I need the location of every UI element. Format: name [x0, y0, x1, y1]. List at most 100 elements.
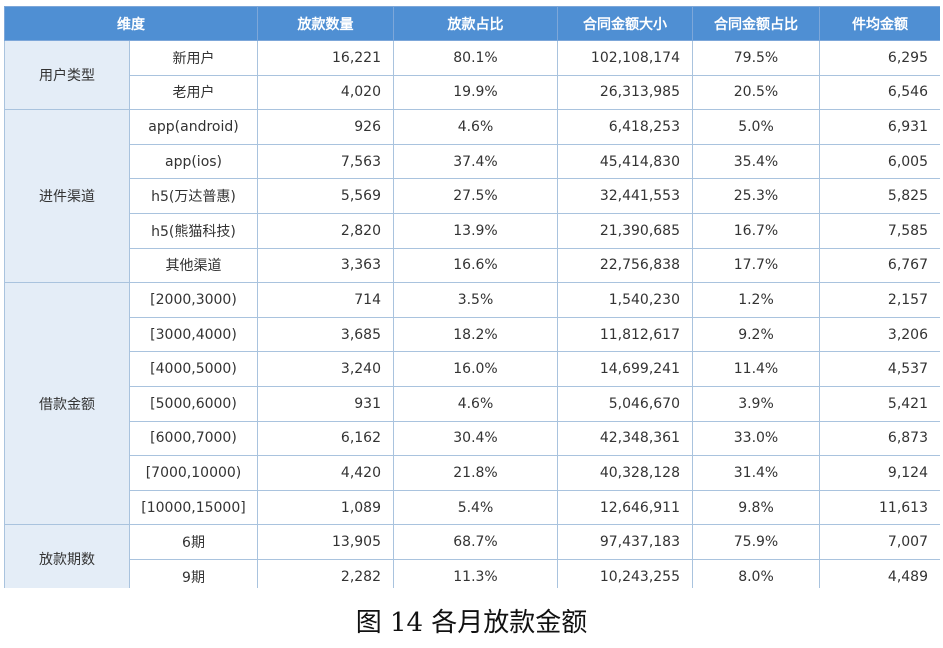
contract-amount-share-cell: 17.7%	[692, 247, 820, 284]
header-dimension: 维度	[4, 6, 258, 41]
table-row: [5000,6000) 931 4.6% 5,046,670 3.9% 5,421	[5, 385, 940, 422]
average-amount-cell: 6,005	[819, 143, 940, 180]
loan-count-share-cell: 30.4%	[393, 420, 558, 457]
average-amount-cell: 11,613	[819, 489, 940, 526]
sub-dimension-cell: [10000,15000]	[129, 489, 258, 526]
contract-amount-share-cell: 11.4%	[692, 351, 820, 387]
contract-amount-share-cell: 20.5%	[692, 74, 820, 111]
average-amount-cell: 2,157	[819, 282, 940, 318]
header-average-amount: 件均金额	[819, 6, 940, 41]
loan-stats-table: 维度 放款数量 放款占比 合同金额大小 合同金额占比 件均金额 用户类型 新用户 1…	[4, 6, 940, 588]
table-row: 其他渠道 3,363 16.6% 22,756,838 17.7% 6,767	[5, 247, 940, 284]
loan-count-cell: 926	[257, 109, 394, 145]
dimension-group-cell: 进件渠道	[4, 109, 130, 284]
contract-amount-cell: 21,390,685	[557, 212, 693, 249]
average-amount-cell: 7,585	[819, 212, 940, 249]
sub-dimension-cell: [7000,10000)	[129, 455, 258, 491]
contract-amount-cell: 11,812,617	[557, 316, 693, 353]
average-amount-cell: 6,931	[819, 109, 940, 145]
sub-dimension-cell: [6000,7000)	[129, 420, 258, 457]
loan-count-cell: 5,569	[257, 178, 394, 214]
dimension-group-cell: 借款金额	[4, 282, 130, 526]
loan-count-cell: 4,420	[257, 455, 394, 491]
header-loan-count-share: 放款占比	[393, 6, 558, 41]
contract-amount-share-cell: 75.9%	[692, 524, 820, 560]
sub-dimension-cell: 老用户	[129, 74, 258, 111]
loan-count-cell: 7,563	[257, 143, 394, 180]
loan-count-share-cell: 27.5%	[393, 178, 558, 214]
contract-amount-share-cell: 1.2%	[692, 282, 820, 318]
loan-count-share-cell: 11.3%	[393, 558, 558, 588]
sub-dimension-cell: h5(万达普惠)	[129, 178, 258, 214]
loan-count-cell: 16,221	[257, 40, 394, 76]
contract-amount-cell: 22,756,838	[557, 247, 693, 284]
contract-amount-share-cell: 33.0%	[692, 420, 820, 457]
loan-stats-table-container: 维度 放款数量 放款占比 合同金额大小 合同金额占比 件均金额 用户类型 新用户 1…	[4, 6, 940, 588]
header-contract-amount: 合同金额大小	[557, 6, 693, 41]
table-row: [6000,7000) 6,162 30.4% 42,348,361 33.0% 6,87…	[5, 420, 940, 457]
average-amount-cell: 9,124	[819, 455, 940, 491]
contract-amount-share-cell: 9.2%	[692, 316, 820, 353]
contract-amount-cell: 6,418,253	[557, 109, 693, 145]
table-row: [7000,10000) 4,420 21.8% 40,328,128 31.4% 9,1…	[5, 455, 940, 491]
contract-amount-share-cell: 5.0%	[692, 109, 820, 145]
average-amount-cell: 6,295	[819, 40, 940, 76]
contract-amount-cell: 10,243,255	[557, 558, 693, 588]
loan-count-cell: 2,820	[257, 212, 394, 249]
sub-dimension-cell: 6期	[129, 524, 258, 560]
sub-dimension-cell: app(ios)	[129, 143, 258, 180]
contract-amount-cell: 42,348,361	[557, 420, 693, 457]
table-row: app(ios) 7,563 37.4% 45,414,830 35.4% 6,005	[5, 143, 940, 180]
contract-amount-share-cell: 35.4%	[692, 143, 820, 180]
sub-dimension-cell: [3000,4000)	[129, 316, 258, 353]
table-header-row: 维度 放款数量 放款占比 合同金额大小 合同金额占比 件均金额	[4, 6, 940, 41]
contract-amount-share-cell: 79.5%	[692, 40, 820, 76]
header-loan-count: 放款数量	[257, 6, 394, 41]
loan-count-cell: 3,240	[257, 351, 394, 387]
table-row: 9期 2,282 11.3% 10,243,255 8.0% 4,489	[5, 558, 940, 588]
dimension-group-cell: 用户类型	[4, 39, 130, 111]
table-row: 用户类型 新用户 16,221 80.1% 102,108,174 79.5% 6,295	[4, 39, 940, 111]
contract-amount-share-cell: 8.0%	[692, 558, 820, 588]
sub-dimension-cell: [2000,3000)	[129, 282, 258, 318]
loan-count-share-cell: 13.9%	[393, 212, 558, 249]
contract-amount-share-cell: 16.7%	[692, 212, 820, 249]
loan-count-share-cell: 80.1%	[393, 40, 558, 76]
contract-amount-cell: 1,540,230	[557, 282, 693, 318]
average-amount-cell: 4,489	[819, 558, 940, 588]
contract-amount-cell: 14,699,241	[557, 351, 693, 387]
sub-dimension-cell: 9期	[129, 558, 258, 588]
table-row: [10000,15000] 1,089 5.4% 12,646,911 9.8% 11,6…	[5, 489, 940, 526]
loan-count-share-cell: 4.6%	[393, 109, 558, 145]
loan-count-share-cell: 4.6%	[393, 385, 558, 422]
loan-count-share-cell: 16.6%	[393, 247, 558, 284]
sub-dimension-cell: app(android)	[129, 109, 258, 145]
dimension-group-cell: 放款期数	[4, 524, 130, 588]
table-row: [3000,4000) 3,685 18.2% 11,812,617 9.2% 3,206	[5, 316, 940, 353]
loan-count-cell: 2,282	[257, 558, 394, 588]
header-contract-amount-share: 合同金额占比	[692, 6, 820, 41]
sub-dimension-cell: 新用户	[129, 40, 258, 76]
contract-amount-cell: 26,313,985	[557, 74, 693, 111]
loan-count-share-cell: 68.7%	[393, 524, 558, 560]
contract-amount-cell: 32,441,553	[557, 178, 693, 214]
contract-amount-cell: 97,437,183	[557, 524, 693, 560]
table-row: 老用户 4,020 19.9% 26,313,985 20.5% 6,546	[5, 74, 940, 111]
contract-amount-cell: 102,108,174	[557, 40, 693, 76]
loan-count-share-cell: 37.4%	[393, 143, 558, 180]
average-amount-cell: 7,007	[819, 524, 940, 560]
table-row: h5(万达普惠) 5,569 27.5% 32,441,553 25.3% 5,825	[5, 178, 940, 214]
loan-count-share-cell: 18.2%	[393, 316, 558, 353]
average-amount-cell: 5,421	[819, 385, 940, 422]
loan-count-share-cell: 5.4%	[393, 489, 558, 526]
loan-count-cell: 3,685	[257, 316, 394, 353]
average-amount-cell: 6,767	[819, 247, 940, 284]
average-amount-cell: 6,873	[819, 420, 940, 457]
loan-count-cell: 1,089	[257, 489, 394, 526]
contract-amount-cell: 12,646,911	[557, 489, 693, 526]
loan-count-cell: 4,020	[257, 74, 394, 111]
loan-count-cell: 714	[257, 282, 394, 318]
contract-amount-cell: 5,046,670	[557, 385, 693, 422]
loan-count-share-cell: 19.9%	[393, 74, 558, 111]
sub-dimension-cell: h5(熊猫科技)	[129, 212, 258, 249]
